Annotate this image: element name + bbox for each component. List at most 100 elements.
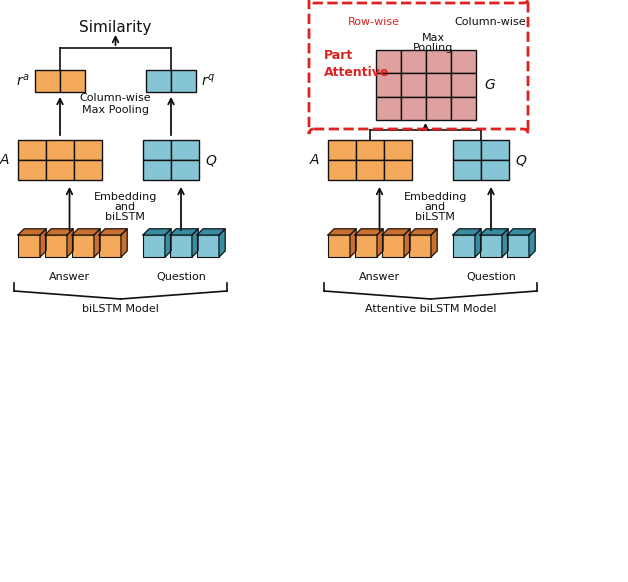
FancyBboxPatch shape (328, 140, 356, 160)
FancyBboxPatch shape (356, 140, 384, 160)
Text: and: and (115, 202, 136, 212)
Text: biLSTM: biLSTM (415, 212, 455, 222)
Polygon shape (404, 229, 410, 257)
Polygon shape (45, 229, 73, 235)
FancyBboxPatch shape (18, 140, 46, 160)
FancyBboxPatch shape (18, 235, 40, 257)
FancyBboxPatch shape (74, 160, 102, 180)
Text: Embedding: Embedding (404, 192, 467, 202)
Polygon shape (350, 229, 356, 257)
FancyBboxPatch shape (426, 97, 450, 120)
FancyBboxPatch shape (171, 70, 196, 92)
Text: Attentive biLSTM Model: Attentive biLSTM Model (365, 304, 496, 314)
FancyBboxPatch shape (46, 140, 74, 160)
Polygon shape (192, 229, 198, 257)
FancyBboxPatch shape (99, 235, 121, 257)
FancyBboxPatch shape (355, 235, 377, 257)
Polygon shape (40, 229, 46, 257)
Text: Pooling: Pooling (413, 43, 453, 53)
Polygon shape (170, 229, 198, 235)
Text: Answer: Answer (49, 272, 90, 282)
Polygon shape (377, 229, 383, 257)
FancyBboxPatch shape (146, 70, 171, 92)
Text: Similarity: Similarity (79, 20, 152, 35)
FancyBboxPatch shape (450, 50, 475, 73)
FancyBboxPatch shape (382, 235, 404, 257)
FancyBboxPatch shape (74, 140, 102, 160)
FancyBboxPatch shape (384, 160, 412, 180)
Polygon shape (121, 229, 127, 257)
Text: biLSTM: biLSTM (106, 212, 145, 222)
FancyBboxPatch shape (356, 160, 384, 180)
Text: and: and (425, 202, 446, 212)
Polygon shape (94, 229, 100, 257)
Text: Column-wise: Column-wise (80, 93, 151, 103)
FancyBboxPatch shape (170, 235, 192, 257)
Polygon shape (355, 229, 383, 235)
FancyBboxPatch shape (426, 50, 450, 73)
FancyBboxPatch shape (171, 140, 199, 160)
FancyBboxPatch shape (401, 50, 426, 73)
FancyBboxPatch shape (35, 70, 60, 92)
FancyBboxPatch shape (46, 160, 74, 180)
Text: $Q$: $Q$ (205, 152, 217, 168)
Polygon shape (475, 229, 481, 257)
Polygon shape (480, 229, 508, 235)
Text: $r^q$: $r^q$ (201, 73, 215, 89)
FancyBboxPatch shape (450, 73, 475, 97)
Text: Question: Question (466, 272, 516, 282)
Polygon shape (197, 229, 225, 235)
FancyBboxPatch shape (453, 160, 481, 180)
FancyBboxPatch shape (171, 160, 199, 180)
Polygon shape (529, 229, 535, 257)
FancyBboxPatch shape (384, 140, 412, 160)
Text: $A$: $A$ (0, 153, 10, 167)
FancyBboxPatch shape (401, 97, 426, 120)
FancyBboxPatch shape (481, 160, 509, 180)
FancyBboxPatch shape (328, 235, 350, 257)
Text: Max: Max (422, 33, 445, 43)
Polygon shape (72, 229, 100, 235)
Polygon shape (382, 229, 410, 235)
Polygon shape (67, 229, 73, 257)
Text: Question: Question (156, 272, 206, 282)
FancyBboxPatch shape (453, 235, 475, 257)
FancyBboxPatch shape (450, 97, 475, 120)
FancyBboxPatch shape (45, 235, 67, 257)
Text: Row-wise: Row-wise (347, 17, 399, 27)
Text: Embedding: Embedding (94, 192, 157, 202)
Text: Answer: Answer (359, 272, 400, 282)
FancyBboxPatch shape (409, 235, 431, 257)
FancyBboxPatch shape (376, 73, 401, 97)
Text: Part: Part (324, 49, 353, 62)
Text: Attentive: Attentive (324, 66, 389, 79)
Text: $A$: $A$ (309, 153, 320, 167)
FancyBboxPatch shape (328, 160, 356, 180)
Text: Max Pooling: Max Pooling (82, 105, 149, 115)
Polygon shape (328, 229, 356, 235)
FancyBboxPatch shape (60, 70, 85, 92)
Polygon shape (165, 229, 171, 257)
FancyBboxPatch shape (507, 235, 529, 257)
FancyBboxPatch shape (72, 235, 94, 257)
FancyBboxPatch shape (18, 160, 46, 180)
Text: $G$: $G$ (484, 78, 495, 92)
Text: biLSTM Model: biLSTM Model (82, 304, 159, 314)
Polygon shape (507, 229, 535, 235)
FancyBboxPatch shape (453, 140, 481, 160)
Text: Column-wise: Column-wise (455, 17, 526, 27)
Polygon shape (409, 229, 437, 235)
Polygon shape (219, 229, 225, 257)
Polygon shape (143, 229, 171, 235)
FancyBboxPatch shape (480, 235, 502, 257)
FancyBboxPatch shape (143, 140, 171, 160)
FancyBboxPatch shape (376, 97, 401, 120)
Polygon shape (18, 229, 46, 235)
Polygon shape (431, 229, 437, 257)
FancyBboxPatch shape (376, 50, 401, 73)
Polygon shape (453, 229, 481, 235)
Text: $Q$: $Q$ (515, 152, 528, 168)
FancyBboxPatch shape (197, 235, 219, 257)
FancyBboxPatch shape (143, 235, 165, 257)
FancyBboxPatch shape (401, 73, 426, 97)
